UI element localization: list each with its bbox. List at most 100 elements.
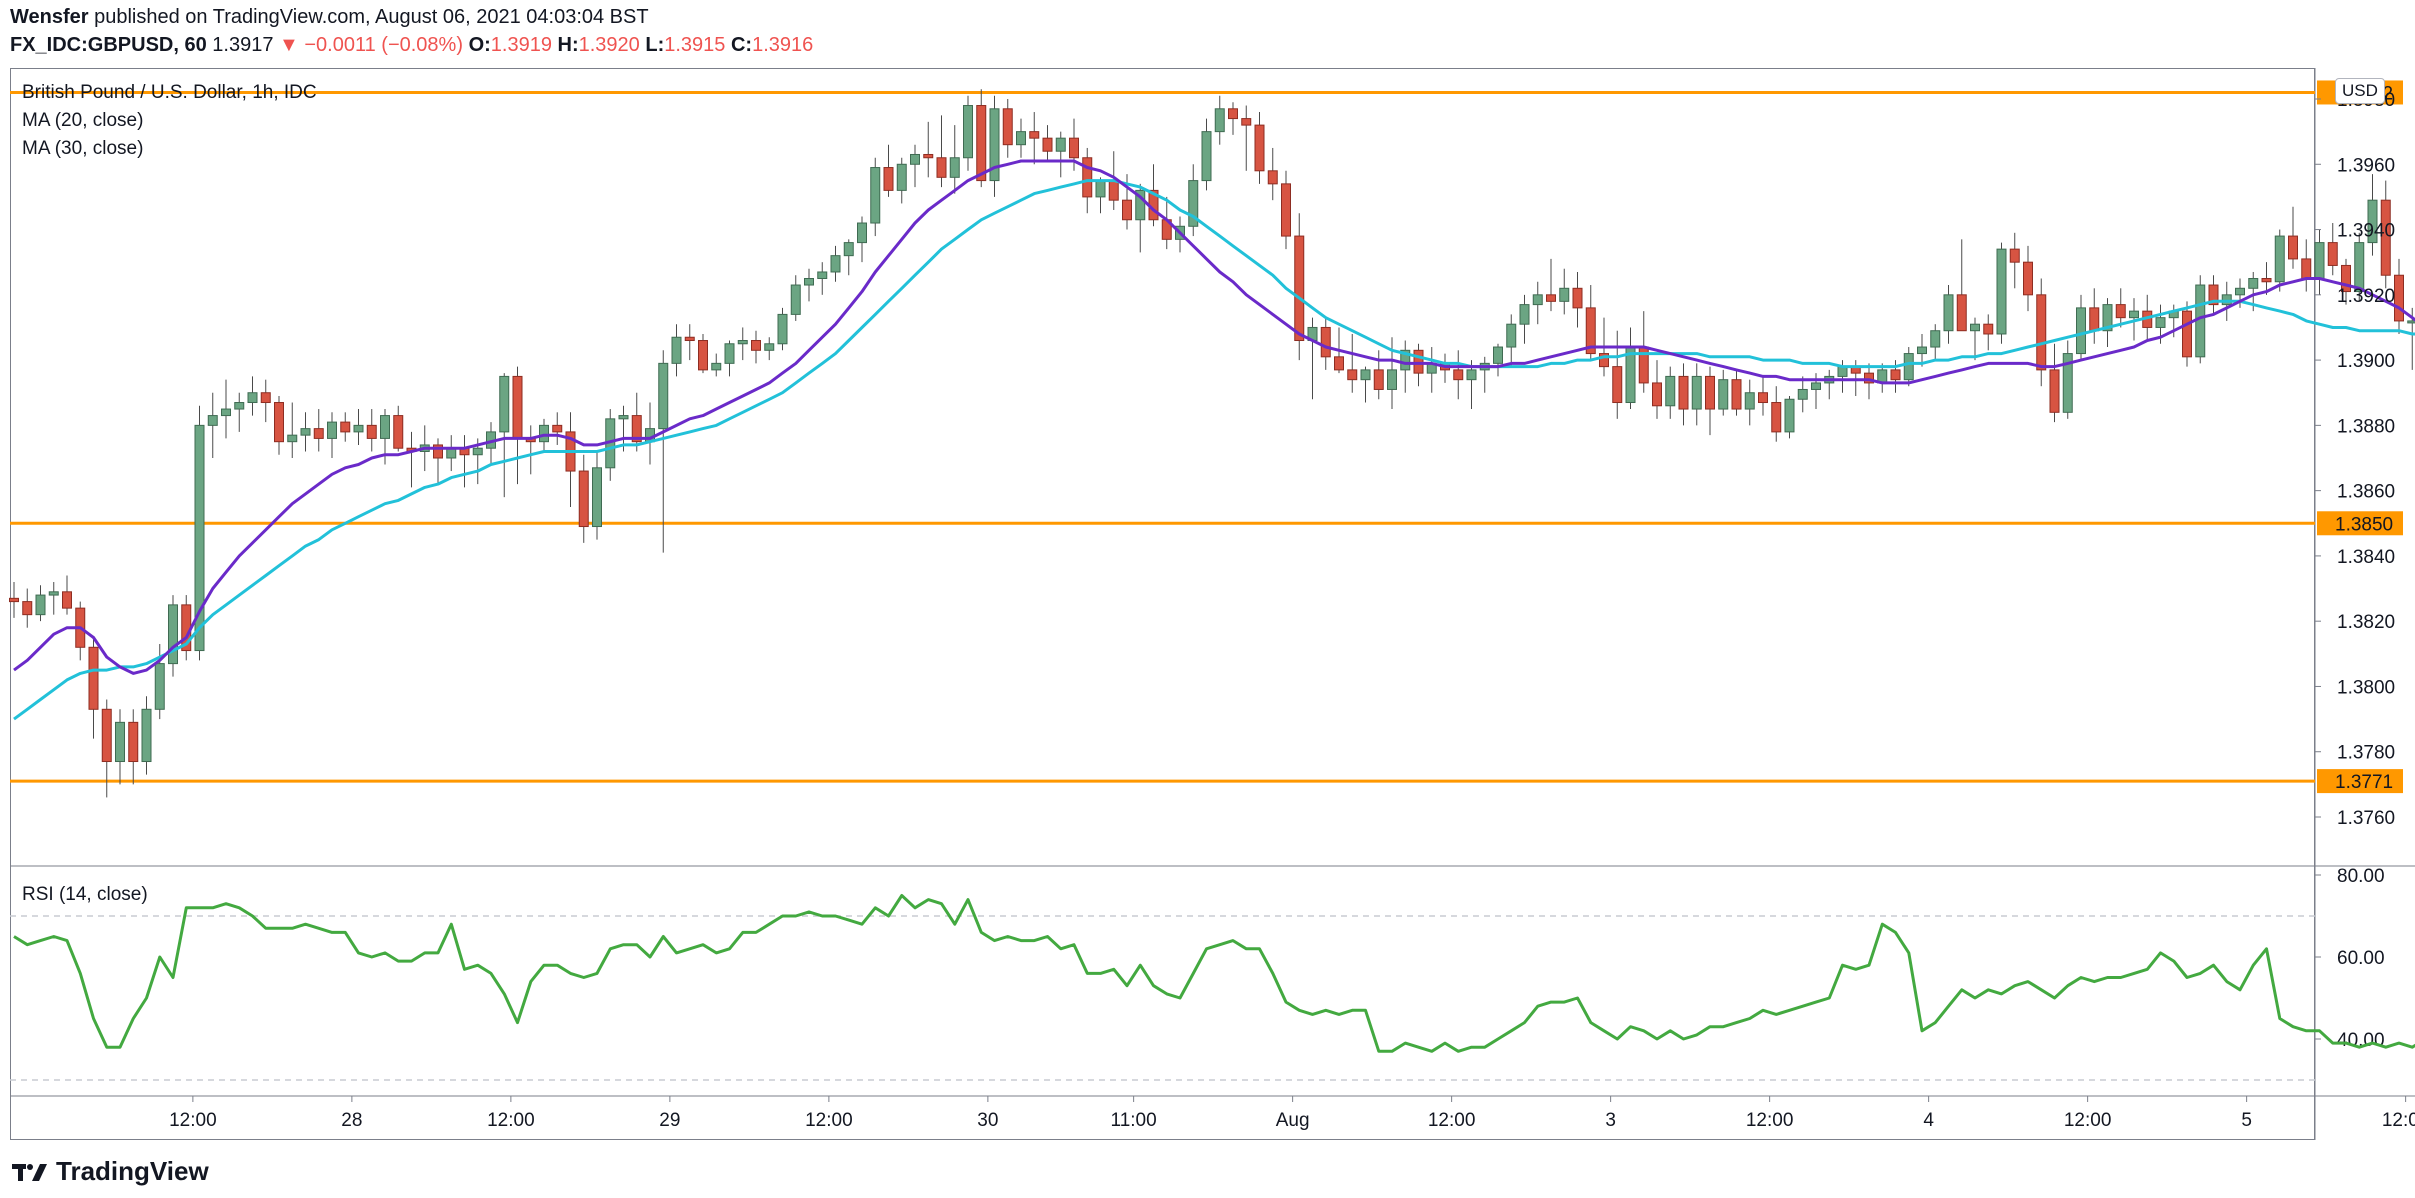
candle-body (592, 467, 602, 528)
time-tick-label: 11:00 (1111, 1110, 1157, 1131)
candle-body (1002, 108, 1013, 146)
candle-body (2274, 235, 2285, 283)
candle-body (2155, 317, 2166, 328)
candle-body (1956, 294, 1967, 332)
candle-body (1400, 349, 1411, 371)
ma20-legend[interactable]: MA (20, close) (22, 110, 144, 131)
candle-body (1055, 137, 1066, 152)
candle-body (260, 392, 271, 404)
rsi-line (13, 894, 2415, 1053)
price-change: ▼ −0.0011 (−0.08%) (279, 34, 463, 56)
moving-averages (13, 159, 2415, 721)
candle-body (1599, 353, 1609, 368)
candle-body (1493, 346, 1503, 364)
candle-body (2182, 310, 2192, 358)
candle-body (1135, 189, 1146, 221)
candle-body (1917, 346, 1927, 355)
candle-body (2062, 353, 2073, 413)
ma30-line (13, 179, 2415, 721)
candle-body (1413, 349, 1424, 374)
candle-body (2407, 320, 2415, 324)
candle-body (2301, 258, 2312, 279)
candle-body (684, 336, 695, 342)
candle-body (631, 415, 642, 443)
time-tick-label: Aug (1276, 1110, 1310, 1131)
candle-body (1811, 382, 1821, 390)
candle-body (168, 604, 178, 665)
candle-body (857, 222, 867, 244)
candle-body (1122, 199, 1132, 221)
candle-body (724, 343, 735, 364)
time-tick-label: 3 (1605, 1110, 1616, 1131)
candle-body (380, 415, 390, 439)
candle-body (472, 447, 483, 456)
candle-body (870, 167, 881, 224)
price-tick-label: 1.3880 (2337, 416, 2395, 437)
time-tick-label: 12:00 (1428, 1110, 1476, 1131)
candle-body (936, 157, 947, 178)
candle-body (2235, 287, 2245, 296)
candle-body (1281, 183, 1291, 237)
close-label: C: (730, 34, 753, 56)
candle-body (1731, 379, 1742, 410)
low-label: L: (645, 34, 665, 56)
time-tick-label: 12:00 (487, 1110, 535, 1131)
candle-body (433, 444, 443, 459)
price-tick-label: 1.3820 (2337, 612, 2395, 633)
candle-body (1797, 388, 1808, 400)
candle-body (1758, 392, 1768, 404)
candle-body (1387, 369, 1397, 390)
rsi-legend[interactable]: RSI (14, close) (22, 884, 148, 905)
high-label: H: (557, 34, 579, 56)
candle-body (896, 163, 907, 191)
candle-body (976, 105, 987, 182)
candle-body (154, 663, 165, 710)
candle-body (1532, 294, 1543, 306)
candle-body (764, 343, 775, 351)
candle-body (101, 708, 112, 763)
price-tick-label: 1.3780 (2337, 743, 2395, 764)
candle-body (949, 157, 960, 178)
publisher-name[interactable]: Wensfer (10, 6, 89, 28)
candle-body (1347, 369, 1358, 381)
candle-body (2208, 284, 2219, 306)
candle-body (247, 392, 258, 404)
candle-body (1506, 323, 1517, 348)
candle-body (313, 428, 324, 439)
candle-body (2009, 248, 2020, 263)
candle-body (843, 242, 854, 257)
candle-body (1546, 294, 1556, 302)
candle-body (1930, 330, 1941, 348)
rsi-tick-label: 80.00 (2337, 866, 2385, 887)
candle-body (1108, 180, 1119, 201)
candle-body (353, 424, 364, 433)
candle-body (340, 421, 351, 433)
candle-body (141, 708, 152, 763)
candle-body (1970, 323, 1980, 332)
candle-body (35, 594, 46, 616)
candle-body (2327, 242, 2338, 266)
candle-body (2221, 294, 2232, 306)
high-value: 1.3920 (578, 34, 640, 56)
candle-body (963, 105, 973, 159)
candle-body (2115, 304, 2126, 319)
candle-body (512, 375, 523, 439)
level-price-tag (2317, 511, 2403, 536)
candle-body (1519, 304, 1530, 325)
ma30-legend[interactable]: MA (30, close) (22, 138, 144, 159)
price-tick-label: 1.3760 (2337, 808, 2395, 829)
candle-body (1201, 131, 1212, 182)
currency-button[interactable]: USD (2335, 78, 2385, 104)
candle-body (1254, 124, 1265, 172)
candle-body (578, 470, 589, 528)
candle-body (1678, 375, 1689, 410)
symbol[interactable]: FX_IDC:GBPUSD, 60 (10, 34, 207, 56)
candle-body (2314, 242, 2325, 280)
candle-body (1228, 108, 1238, 120)
candle-body (1665, 375, 1676, 407)
candle-body (539, 424, 549, 443)
candle-body (1691, 375, 1702, 410)
tradingview-logo[interactable]: TradingView (12, 1156, 209, 1187)
candle-body (830, 255, 841, 273)
